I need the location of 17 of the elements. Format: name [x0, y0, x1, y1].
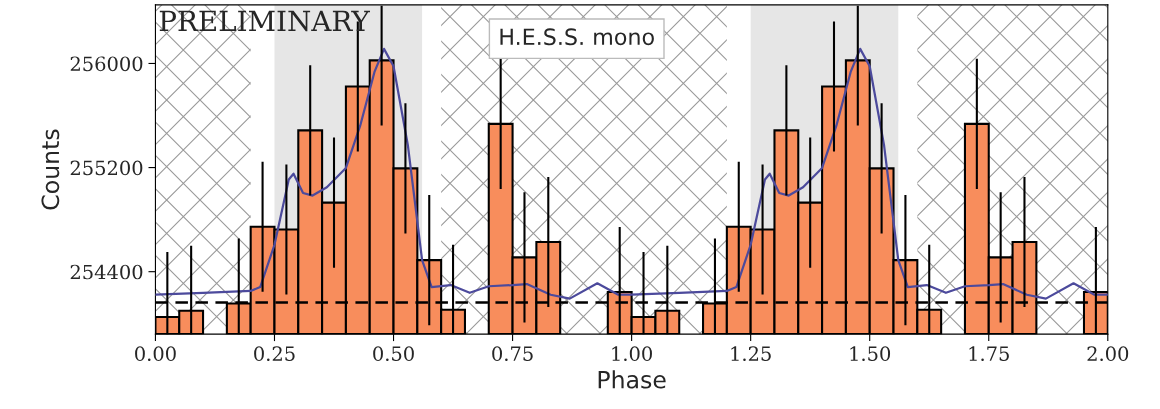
y-axis-title: Counts [41, 129, 60, 210]
x-tick-label: 1.75 [969, 346, 1009, 362]
x-tick-label: 0.75 [492, 346, 533, 362]
x-tick-label: 0.50 [373, 346, 414, 362]
x-tick-label: 0.00 [135, 346, 176, 362]
x-axis-title: Phase [598, 370, 666, 389]
x-tick-label: 1.25 [731, 346, 771, 362]
annotation: PRELIMINARY [159, 10, 371, 32]
line-series [155, 47, 1108, 300]
y-tick-label: 256000 [70, 56, 143, 72]
x-tick-label: 1.00 [612, 346, 652, 362]
y-tick-label: 255200 [70, 160, 143, 176]
x-tick-label: 2.00 [1087, 346, 1129, 362]
y-tick-label: 254400 [70, 264, 143, 280]
annotation: H.E.S.S. mono [500, 28, 654, 46]
x-tick-label: 1.50 [850, 346, 891, 362]
x-tick-label: 0.25 [254, 346, 295, 362]
